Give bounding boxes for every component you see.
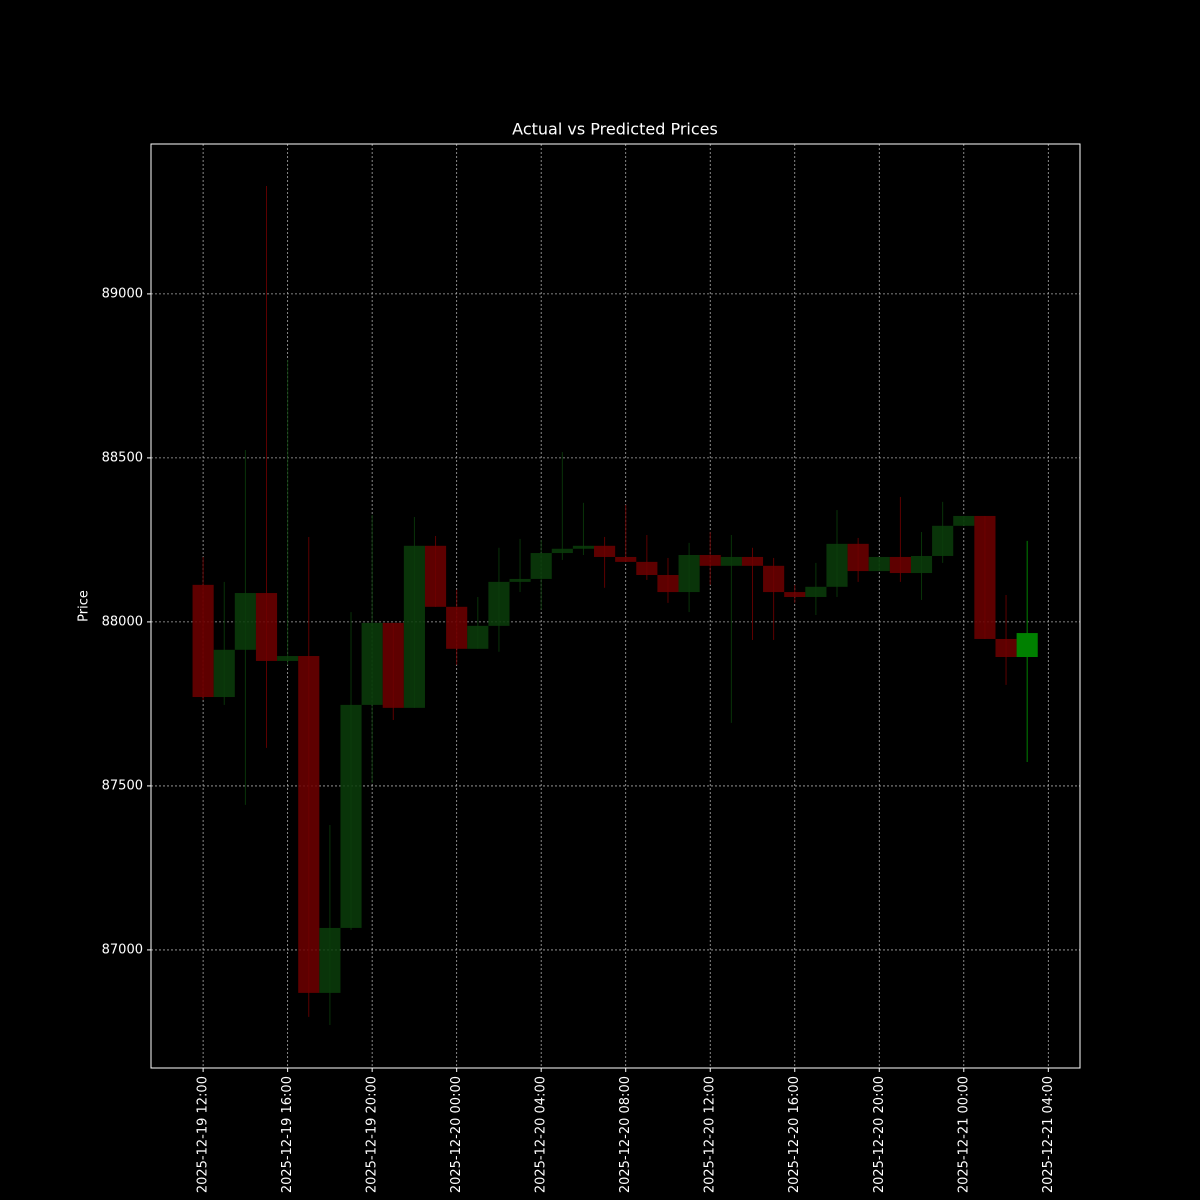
candle-body xyxy=(446,606,468,649)
candle-body xyxy=(763,565,785,593)
x-tick-label: 2025-12-21 00:00 xyxy=(956,1076,971,1193)
x-tick-label: 2025-12-20 16:00 xyxy=(787,1076,802,1193)
candle-body xyxy=(488,581,510,626)
x-tick-label: 2025-12-19 20:00 xyxy=(365,1076,380,1193)
plot-frame xyxy=(150,143,1081,1069)
y-tick-label: 87500 xyxy=(102,778,143,793)
candle-body xyxy=(699,554,721,566)
candle-body xyxy=(868,556,890,572)
candle-body xyxy=(636,561,658,576)
candle-body xyxy=(995,638,1017,658)
x-tick-label: 2025-12-20 12:00 xyxy=(703,1076,718,1193)
candle-body xyxy=(1016,633,1038,658)
candle-body xyxy=(657,575,679,593)
candle-body xyxy=(340,704,362,928)
y-tick-label: 89000 xyxy=(102,286,143,301)
x-tick-label: 2025-12-21 04:00 xyxy=(1041,1076,1056,1193)
y-tick-label: 87000 xyxy=(102,942,143,957)
x-tick-label: 2025-12-20 20:00 xyxy=(872,1076,887,1193)
candle-body xyxy=(847,543,869,572)
candle-body xyxy=(424,545,447,607)
candle-body xyxy=(382,622,404,708)
candle-body xyxy=(319,927,341,993)
candle-body xyxy=(784,592,806,597)
candle-body xyxy=(509,578,531,582)
candle-body xyxy=(678,554,700,593)
candle-body xyxy=(910,555,933,574)
x-tick-label: 2025-12-20 00:00 xyxy=(449,1076,464,1193)
candle-body xyxy=(298,656,320,993)
candle-body xyxy=(403,545,425,708)
candle-body xyxy=(192,584,214,698)
candle-body xyxy=(826,543,848,587)
candle-body xyxy=(213,649,235,698)
candle-body xyxy=(234,593,256,650)
candle-body xyxy=(974,515,996,639)
candle-body xyxy=(953,515,975,526)
x-tick-label: 2025-12-19 12:00 xyxy=(196,1076,211,1193)
candle-body xyxy=(615,556,637,562)
candle-body xyxy=(255,593,278,661)
x-tick-label: 2025-12-20 04:00 xyxy=(534,1076,549,1193)
candle-body xyxy=(572,545,595,549)
candle-body xyxy=(720,556,742,566)
candle-body xyxy=(932,525,954,556)
candle-body xyxy=(277,656,299,661)
candle-body xyxy=(594,545,616,557)
candle-body xyxy=(467,625,489,649)
candle-body xyxy=(889,556,911,574)
y-axis-label: Price xyxy=(77,590,92,622)
x-tick-label: 2025-12-19 16:00 xyxy=(280,1076,295,1193)
y-tick-label: 88500 xyxy=(102,450,143,465)
candle-body xyxy=(741,556,764,566)
y-tick-label: 88000 xyxy=(102,614,143,629)
x-tick-label: 2025-12-20 08:00 xyxy=(618,1076,633,1193)
candle-body xyxy=(551,548,573,554)
candle-body xyxy=(805,586,827,597)
chart-title: Actual vs Predicted Prices xyxy=(512,120,718,139)
candle-body xyxy=(530,553,552,579)
candle-body xyxy=(361,622,383,705)
